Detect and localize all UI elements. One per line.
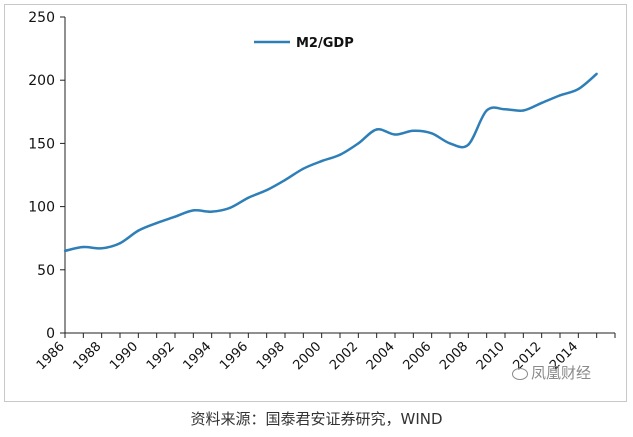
data-point xyxy=(503,108,507,111)
data-point xyxy=(412,129,415,132)
data-point xyxy=(357,142,360,145)
watermark-logo-icon xyxy=(512,367,528,380)
data-point xyxy=(63,249,67,253)
x-tick-label: 2010 xyxy=(474,339,508,373)
data-point xyxy=(540,101,543,105)
data-point xyxy=(82,245,85,249)
watermark-text: 凤凰财经 xyxy=(531,364,592,382)
data-point xyxy=(485,109,488,112)
x-tick-label: 1998 xyxy=(254,339,288,373)
x-tick-label: 2000 xyxy=(290,339,324,373)
data-point xyxy=(558,94,562,97)
data-point xyxy=(448,142,452,145)
x-tick-label: 1994 xyxy=(180,339,214,373)
y-tick-label: 250 xyxy=(28,10,55,26)
y-tick-label: 150 xyxy=(28,136,55,152)
y-tick-label: 100 xyxy=(28,200,55,216)
data-point xyxy=(375,128,378,131)
x-tick-label: 2004 xyxy=(364,339,398,373)
watermark: 凤凰财经 xyxy=(512,362,591,383)
data-point xyxy=(173,215,177,218)
data-point xyxy=(155,221,158,225)
data-point xyxy=(118,242,122,245)
data-point xyxy=(265,188,268,192)
data-point xyxy=(467,143,470,146)
x-tick-label: 2008 xyxy=(437,339,471,373)
y-tick-label: 200 xyxy=(28,73,55,89)
series-line-m2-gdp xyxy=(64,72,598,253)
x-tick-label: 1986 xyxy=(34,339,68,373)
data-point xyxy=(577,87,580,91)
data-point xyxy=(302,167,305,170)
x-tick-label: 1990 xyxy=(107,339,141,373)
data-point xyxy=(100,247,103,250)
data-point xyxy=(228,206,232,210)
legend-label: M2/GDP xyxy=(296,36,354,51)
x-tick-label: 1992 xyxy=(144,339,178,373)
data-point xyxy=(210,210,213,213)
x-tick-label: 2002 xyxy=(327,339,361,373)
data-point xyxy=(283,178,287,182)
data-point xyxy=(192,209,195,212)
x-tick-label: 1988 xyxy=(70,339,104,373)
data-point xyxy=(338,153,342,156)
y-tick-label: 50 xyxy=(37,263,55,279)
x-tick-label: 2006 xyxy=(400,339,434,373)
y-tick-label: 0 xyxy=(46,326,55,342)
data-point xyxy=(522,109,525,112)
data-point xyxy=(595,72,598,76)
data-point xyxy=(247,196,250,199)
data-point xyxy=(320,159,323,163)
data-point xyxy=(137,229,140,232)
source-note: 资料来源：国泰君安证券研究，WIND xyxy=(190,410,443,428)
data-point xyxy=(393,133,397,136)
x-tick-label: 1996 xyxy=(217,339,251,373)
data-point xyxy=(430,132,433,135)
